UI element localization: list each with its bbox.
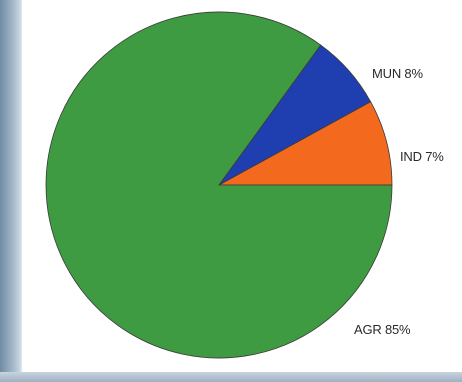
- pie-slices: [45, 11, 393, 359]
- slice-label-agr: AGR 85%: [354, 322, 411, 337]
- pie-slice-agr: [45, 11, 393, 359]
- pie-labels: MUN 8% IND 7% AGR 85%: [354, 66, 444, 337]
- bottom-border: [0, 372, 462, 382]
- slice-label-mun: MUN 8%: [372, 66, 423, 81]
- slice-label-ind: IND 7%: [400, 149, 444, 164]
